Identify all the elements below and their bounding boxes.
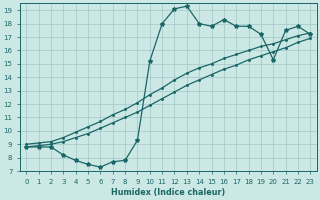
X-axis label: Humidex (Indice chaleur): Humidex (Indice chaleur)	[111, 188, 226, 197]
